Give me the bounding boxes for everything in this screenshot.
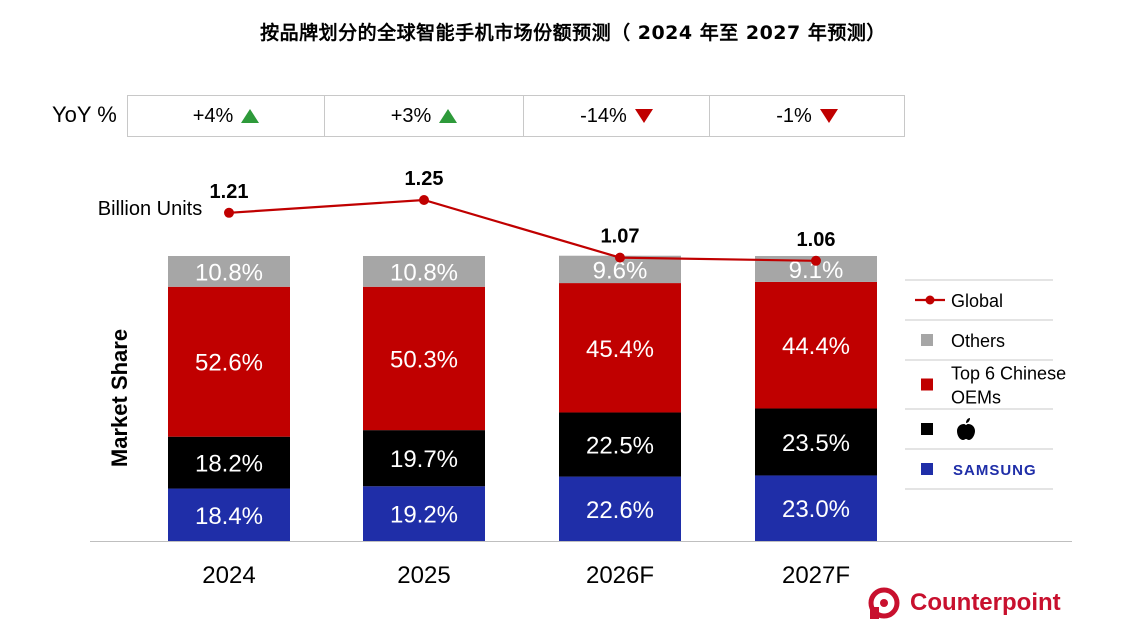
bar-data-label: 18.4%	[195, 503, 263, 530]
chart-title: 按品牌划分的全球智能手机市场份额预测（ 2024 年至 2027 年预测）	[260, 22, 886, 44]
global-line-point	[224, 207, 234, 218]
bar-data-label: 10.8%	[390, 259, 458, 286]
yoy-label: YoY %	[52, 102, 117, 127]
bar-data-label: 19.2%	[390, 502, 458, 529]
yoy-value: -14%	[580, 104, 627, 127]
yoy-value: -1%	[776, 104, 812, 127]
apple-icon-body	[957, 424, 975, 440]
bar-segment-apple	[755, 408, 877, 476]
bar-data-label: 22.5%	[586, 433, 654, 460]
yoy-value: +3%	[390, 104, 432, 127]
global-line-data-label: 1.07	[601, 226, 640, 248]
yoy-table: +4% +3% -14% -1%	[127, 95, 905, 137]
bar-data-label: 45.4%	[586, 336, 654, 363]
bar-data-label: 22.6%	[586, 497, 654, 524]
bar-data-label: 50.3%	[390, 346, 458, 373]
legend-label: Others	[951, 331, 1005, 351]
bar-data-label: 52.6%	[195, 350, 263, 377]
legend-label: Global	[951, 291, 1003, 311]
legend-line-marker-dot	[925, 295, 935, 305]
legend-swatch	[921, 334, 933, 346]
legend-swatch	[921, 378, 933, 391]
triangle-down-icon	[634, 109, 653, 123]
bar-data-label: 44.4%	[782, 333, 850, 360]
yoy-value: +4%	[192, 104, 234, 127]
legend-swatch	[921, 423, 933, 435]
triangle-down-icon	[819, 109, 838, 123]
bar-segment-top-6-chinese-oems	[363, 286, 485, 431]
line-unit-label: Billion Units	[98, 198, 202, 220]
counterpoint-logo: Counterpoint	[866, 585, 1061, 621]
bar-segment-others	[363, 256, 485, 287]
global-line-point	[419, 195, 429, 205]
counterpoint-logo-icon	[868, 587, 900, 619]
global-line-data-label: 1.21	[210, 181, 249, 203]
triangle-up-icon	[241, 109, 260, 123]
legend-label: SAMSUNG	[953, 462, 1037, 479]
bar-segment-top-6-chinese-oems	[755, 281, 877, 409]
bar-segment-apple	[168, 436, 290, 489]
global-line-data-label: 1.25	[405, 168, 444, 190]
bar-segment-others	[168, 256, 290, 287]
yoy-cell-2026f: -14%	[524, 96, 710, 136]
x-tick-label: 2025	[397, 562, 450, 589]
bar-segment-apple	[559, 412, 681, 477]
x-tick-label: 2026F	[586, 562, 654, 589]
bar-segment-apple	[363, 430, 485, 487]
bar-data-label: 23.5%	[782, 430, 850, 457]
bar-data-label: 18.2%	[195, 451, 263, 478]
legend-label: Top 6 Chinese	[951, 364, 1066, 384]
yoy-cell-2027f: -1%	[710, 96, 904, 136]
legend-swatch	[921, 463, 933, 475]
bar-data-label: 23.0%	[782, 496, 850, 523]
apple-icon	[957, 418, 975, 440]
yoy-cell-2024: +4%	[128, 96, 325, 136]
global-line-data-label: 1.06	[797, 229, 836, 251]
triangle-up-icon	[439, 109, 458, 123]
legend-label: OEMs	[951, 388, 1001, 408]
global-line-point	[615, 252, 625, 263]
apple-icon-leaf	[966, 418, 970, 423]
bar-segment-top-6-chinese-oems	[559, 283, 681, 413]
bar-data-label: 19.7%	[390, 446, 458, 473]
bar-segment-samsung	[168, 488, 290, 541]
yoy-cell-2025: +3%	[325, 96, 524, 136]
bar-segment-samsung	[363, 486, 485, 541]
bar-data-label: 10.8%	[195, 259, 263, 286]
bar-segment-samsung	[559, 476, 681, 541]
bar-segment-top-6-chinese-oems	[168, 286, 290, 437]
counterpoint-logo-text: Counterpoint	[910, 589, 1061, 616]
y-axis-label: Market Share	[107, 329, 132, 467]
x-tick-label: 2024	[202, 562, 255, 589]
bar-segment-samsung	[755, 475, 877, 541]
global-line	[228, 198, 817, 262]
x-tick-label: 2027F	[782, 562, 850, 589]
global-line-point	[811, 255, 821, 266]
